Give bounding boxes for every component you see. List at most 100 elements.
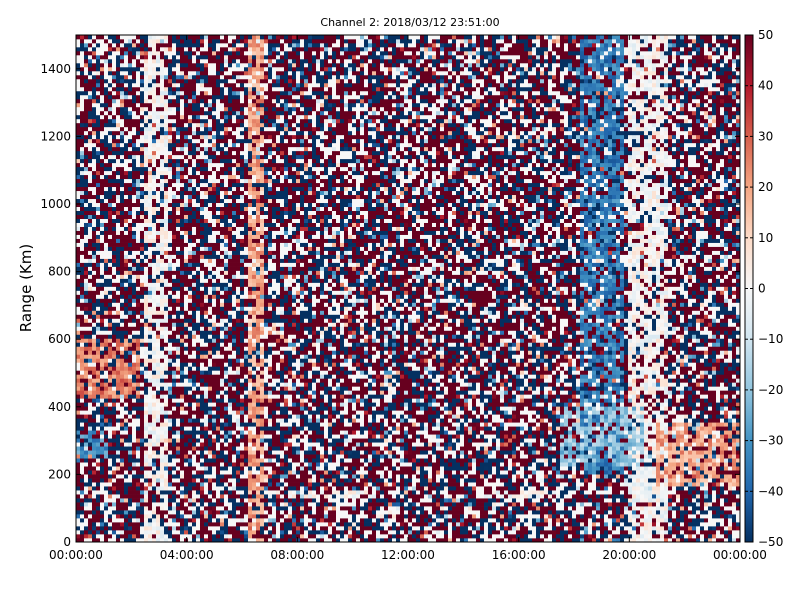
heatmap-cell (184, 267, 188, 271)
heatmap-cell (212, 402, 216, 406)
heatmap-cell (164, 271, 168, 275)
heatmap-cell (204, 410, 208, 414)
heatmap-cell (120, 434, 124, 438)
heatmap-cell (140, 143, 144, 147)
heatmap-cell (112, 235, 116, 239)
heatmap-cell (84, 482, 88, 486)
heatmap-cell (156, 486, 160, 490)
heatmap-cell (188, 442, 192, 446)
heatmap-cell (228, 326, 232, 330)
heatmap-cell (88, 334, 92, 338)
heatmap-cell (120, 159, 124, 163)
heatmap-cell (96, 506, 100, 510)
heatmap-cell (120, 287, 124, 291)
heatmap-cell (88, 462, 92, 466)
heatmap-cell (192, 283, 196, 287)
heatmap-cell (140, 418, 144, 422)
heatmap-cell (208, 366, 212, 370)
heatmap-cell (196, 306, 200, 310)
heatmap-cell (76, 207, 80, 211)
heatmap-cell (148, 442, 152, 446)
heatmap-cell (136, 123, 140, 127)
heatmap-cell (92, 83, 96, 87)
heatmap-cell (92, 510, 96, 514)
heatmap-cell (208, 123, 212, 127)
heatmap-cell (124, 175, 128, 179)
heatmap-cell (216, 442, 220, 446)
heatmap-cell (96, 422, 100, 426)
heatmap-cell (88, 147, 92, 151)
heatmap-cell (84, 271, 88, 275)
heatmap-cell (116, 171, 120, 175)
heatmap-cell (164, 187, 168, 191)
heatmap-cell (108, 139, 112, 143)
heatmap-cell (92, 79, 96, 83)
heatmap-cell (200, 119, 204, 123)
heatmap-cell (80, 358, 84, 362)
heatmap-cell (132, 498, 136, 502)
heatmap-cell (204, 502, 208, 506)
heatmap-cell (96, 39, 100, 43)
heatmap-cell (212, 227, 216, 231)
heatmap-cell (88, 83, 92, 87)
heatmap-cell (160, 346, 164, 350)
heatmap-cell (156, 263, 160, 267)
heatmap-cell (140, 83, 144, 87)
heatmap-cell (184, 91, 188, 95)
heatmap-cell (144, 243, 148, 247)
heatmap-cell (112, 255, 116, 259)
heatmap-cell (184, 414, 188, 418)
heatmap-cell (104, 83, 108, 87)
heatmap-cell (88, 442, 92, 446)
heatmap-cell (136, 67, 140, 71)
heatmap-cell (136, 370, 140, 374)
heatmap-cell (148, 294, 152, 298)
heatmap-cell (212, 406, 216, 410)
heatmap-cell (80, 486, 84, 490)
heatmap-cell (180, 414, 184, 418)
heatmap-cell (80, 438, 84, 442)
heatmap-cell (204, 39, 208, 43)
heatmap-cell (148, 135, 152, 139)
heatmap-cell (180, 223, 184, 227)
heatmap-cell (96, 306, 100, 310)
heatmap-cell (224, 490, 228, 494)
heatmap-cell (76, 163, 80, 167)
heatmap-cell (100, 71, 104, 75)
heatmap-cell (168, 310, 172, 314)
heatmap-cell (200, 223, 204, 227)
heatmap-cell (104, 394, 108, 398)
heatmap-cell (124, 514, 128, 518)
heatmap-cell (128, 330, 132, 334)
heatmap-cell (208, 402, 212, 406)
heatmap-cell (220, 235, 224, 239)
heatmap-cell (100, 510, 104, 514)
heatmap-cell (192, 167, 196, 171)
heatmap-cell (124, 203, 128, 207)
heatmap-cell (200, 83, 204, 87)
heatmap-cell (176, 199, 180, 203)
heatmap-cell (196, 107, 200, 111)
heatmap-cell (220, 298, 224, 302)
heatmap-cell (196, 55, 200, 59)
heatmap-cell (120, 386, 124, 390)
heatmap-cell (100, 95, 104, 99)
heatmap-cell (220, 175, 224, 179)
heatmap-cell (152, 458, 156, 462)
heatmap-cell (136, 99, 140, 103)
heatmap-cell (88, 510, 92, 514)
heatmap-cell (80, 398, 84, 402)
heatmap-cell (212, 474, 216, 478)
heatmap-cell (172, 298, 176, 302)
heatmap-cell (152, 514, 156, 518)
heatmap-cell (84, 430, 88, 434)
heatmap-cell (164, 243, 168, 247)
heatmap-cell (232, 378, 236, 382)
heatmap-cell (148, 191, 152, 195)
heatmap-cell (196, 494, 200, 498)
heatmap-cell (76, 223, 80, 227)
heatmap-cell (156, 135, 160, 139)
heatmap-cell (220, 111, 224, 115)
heatmap-cell (228, 167, 232, 171)
heatmap-cell (136, 402, 140, 406)
